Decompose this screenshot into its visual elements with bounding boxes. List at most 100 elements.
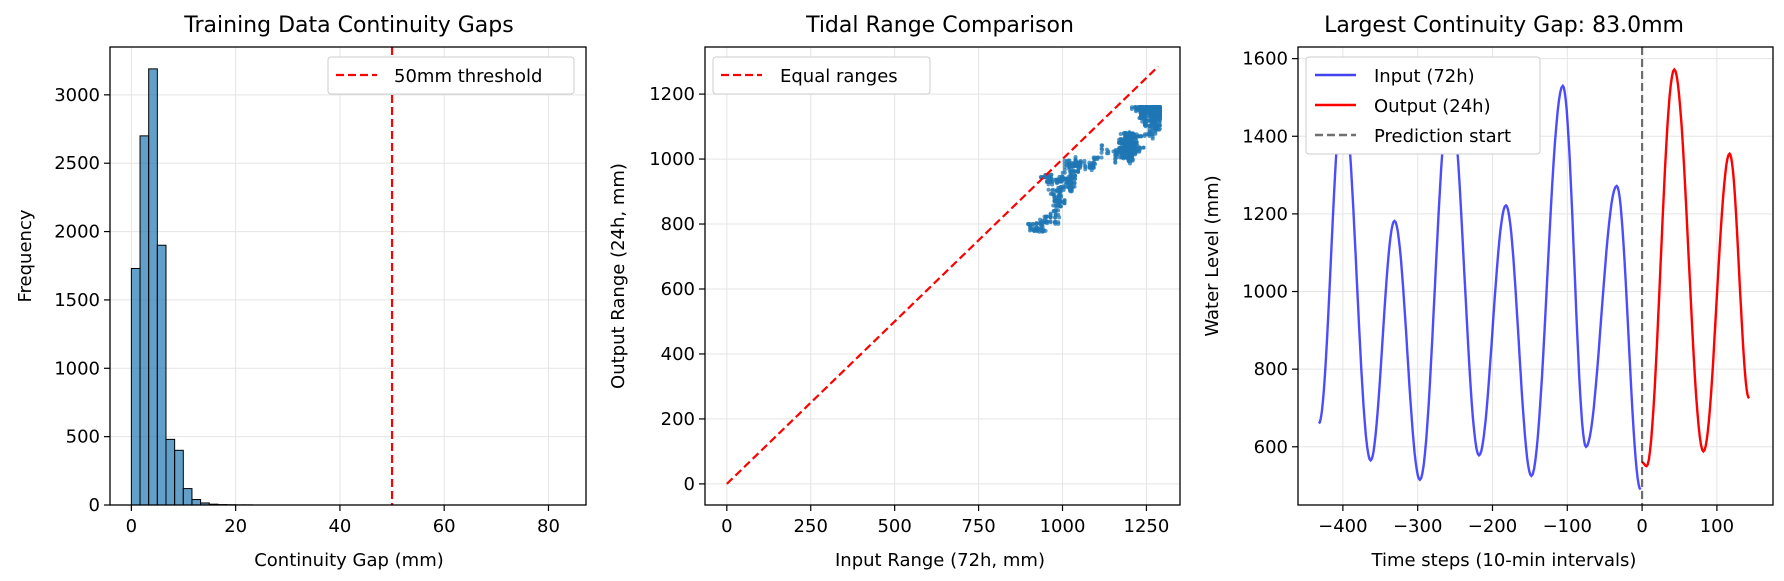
scatter-point [1083, 165, 1088, 170]
scatter-point [1072, 181, 1077, 186]
scatter-point [1139, 133, 1144, 138]
y-tick-label: 600 [1254, 437, 1288, 458]
scatter-xlabel: Input Range (72h, mm) [835, 550, 1045, 571]
scatter-point [1136, 133, 1141, 138]
histogram-bar [165, 438, 176, 506]
scatter-point [1068, 189, 1073, 194]
scatter-point [1060, 174, 1065, 179]
scatter-point [1137, 145, 1142, 150]
scatter-point [1141, 145, 1146, 150]
input-series-line [1317, 83, 1642, 491]
scatter-point [1100, 143, 1105, 148]
x-tick-label: 750 [961, 516, 995, 537]
scatter-point [1132, 140, 1137, 145]
timeseries-ylabel: Water Level (mm) [1202, 175, 1223, 336]
scatter-point [1123, 134, 1128, 139]
scatter-point [1091, 155, 1096, 160]
scatter-point [1128, 161, 1133, 166]
scatter-point [1056, 204, 1061, 209]
x-tick-label: 250 [794, 516, 828, 537]
scatter-point [1153, 131, 1158, 136]
scatter-point [1124, 151, 1129, 156]
scatter-point [1069, 161, 1074, 166]
x-tick-label: −100 [1543, 516, 1592, 537]
histogram-bars [130, 68, 254, 506]
y-tick-label: 1200 [649, 84, 695, 105]
scatter-point [1100, 147, 1105, 152]
scatter-point [1124, 141, 1129, 146]
histogram-bar [139, 135, 150, 506]
scatter-point [1132, 133, 1137, 138]
scatter-point [1087, 160, 1092, 165]
x-tick-label: 1250 [1124, 516, 1170, 537]
histogram-legend: 50mm threshold [327, 56, 575, 95]
y-tick-label: 1500 [54, 290, 100, 311]
scatter-point [1062, 200, 1067, 205]
x-tick-label: 20 [224, 516, 247, 537]
scatter-point [1077, 164, 1082, 169]
scatter-title: Tidal Range Comparison [805, 13, 1074, 38]
y-tick-label: 800 [1254, 359, 1288, 380]
scatter-point [1144, 132, 1149, 137]
scatter-point [1099, 150, 1104, 155]
scatter-point [1129, 107, 1134, 112]
scatter-point [1040, 221, 1045, 226]
scatter-point [1153, 126, 1158, 131]
x-tick-label: −400 [1318, 516, 1367, 537]
timeseries-xlabel: Time steps (10-min intervals) [1371, 550, 1637, 571]
scatter-point [1133, 136, 1138, 141]
scatter-point [1147, 123, 1152, 128]
histogram-panel: Training Data Continuity Gaps Continuity… [15, 13, 587, 571]
scatter-point [1076, 170, 1081, 175]
plot-frame [704, 46, 1181, 506]
output-series-line [1641, 67, 1751, 468]
scatter-point [1043, 215, 1048, 220]
scatter-point [1139, 108, 1144, 113]
histogram-bar [174, 449, 184, 506]
x-tick-label: −200 [1468, 516, 1517, 537]
scatter-point [1068, 170, 1073, 175]
y-tick-label: 3000 [54, 85, 100, 106]
y-tick-label: 400 [661, 344, 695, 365]
scatter-point [1145, 107, 1150, 112]
scatter-point [1063, 181, 1068, 186]
scatter-point [1127, 141, 1132, 146]
scatter-point [1061, 188, 1066, 193]
grid [110, 47, 586, 506]
legend-input-label: Input (72h) [1374, 66, 1475, 87]
scatter-point [1028, 227, 1033, 232]
scatter-point [1156, 108, 1161, 113]
legend-prediction-label: Prediction start [1374, 126, 1511, 147]
scatter-point [1037, 226, 1042, 231]
scatter-point [1149, 129, 1154, 134]
x-tick-label: 1000 [1040, 516, 1086, 537]
scatter-point [1057, 199, 1062, 204]
y-tick-label: 1000 [1242, 282, 1288, 303]
scatter-point [1132, 150, 1137, 155]
plot-frame [1297, 46, 1774, 506]
histogram-bar [156, 244, 167, 506]
histogram-bar [191, 499, 202, 506]
histogram-bar [148, 68, 158, 506]
scatter-point [1048, 219, 1053, 224]
scatter-point [1037, 221, 1042, 226]
x-tick-label: 0 [126, 516, 137, 537]
scatter-point [1150, 134, 1155, 139]
legend-equal-ranges-label: Equal ranges [780, 66, 898, 87]
scatter-point [1140, 119, 1145, 124]
scatter-point [1091, 164, 1096, 169]
x-tick-label: 60 [433, 516, 456, 537]
scatter-point [1072, 164, 1077, 169]
scatter-point [1113, 147, 1118, 152]
scatter-point [1067, 158, 1072, 163]
scatter-point [1049, 172, 1054, 177]
scatter-point [1106, 149, 1111, 154]
histogram-ylabel: Frequency [15, 209, 36, 302]
scatter-point [1113, 160, 1118, 165]
plot-frame [109, 46, 587, 506]
scatter-point [1053, 208, 1058, 213]
scatter-point [1067, 185, 1072, 190]
scatter-point [1062, 170, 1067, 175]
y-tick-label: 600 [661, 279, 695, 300]
